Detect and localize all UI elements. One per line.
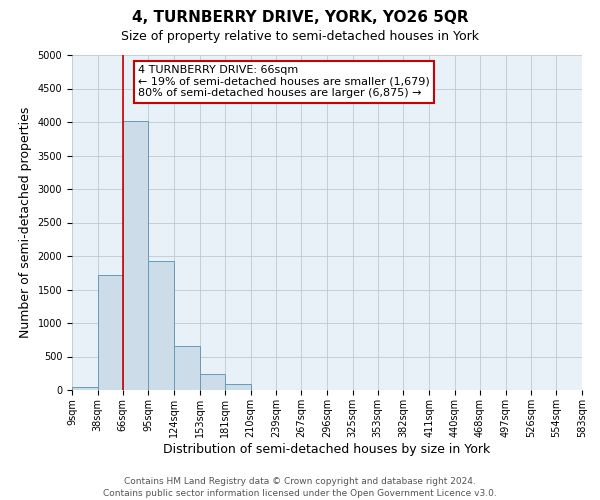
Bar: [174, 346, 200, 390]
Bar: [200, 374, 225, 390]
Y-axis label: Number of semi-detached properties: Number of semi-detached properties: [19, 107, 32, 338]
X-axis label: Distribution of semi-detached houses by size in York: Distribution of semi-detached houses by …: [163, 442, 491, 456]
Text: Size of property relative to semi-detached houses in York: Size of property relative to semi-detach…: [121, 30, 479, 43]
Bar: [225, 384, 251, 390]
Bar: [148, 260, 174, 390]
Bar: [122, 120, 148, 390]
Bar: [98, 275, 122, 390]
Bar: [72, 386, 98, 390]
Text: 4, TURNBERRY DRIVE, YORK, YO26 5QR: 4, TURNBERRY DRIVE, YORK, YO26 5QR: [131, 10, 469, 25]
Text: 4 TURNBERRY DRIVE: 66sqm
← 19% of semi-detached houses are smaller (1,679)
80% o: 4 TURNBERRY DRIVE: 66sqm ← 19% of semi-d…: [139, 65, 430, 98]
Text: Contains HM Land Registry data © Crown copyright and database right 2024.
Contai: Contains HM Land Registry data © Crown c…: [103, 476, 497, 498]
